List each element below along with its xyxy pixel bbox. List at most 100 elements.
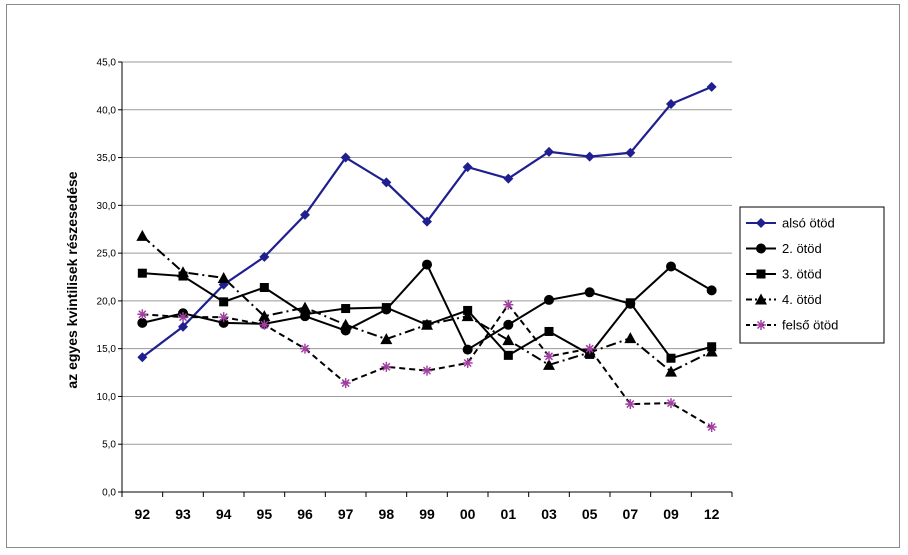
x-tick-label: 99 [419, 506, 435, 522]
x-tick-label: 92 [135, 506, 151, 522]
legend-item: 3. ötöd [746, 267, 822, 282]
star-stroke [707, 422, 716, 432]
data-point [422, 216, 432, 227]
data-point [137, 268, 147, 278]
data-point [259, 251, 270, 262]
legend-label: 3. ötöd [782, 267, 822, 282]
data-point [341, 304, 351, 314]
y-tick-label: 40,0 [97, 105, 117, 116]
data-point [381, 303, 391, 313]
data-point [624, 332, 637, 344]
star-stroke [422, 366, 432, 375]
data-point [544, 351, 554, 362]
data-point [666, 261, 676, 272]
data-point [300, 343, 310, 354]
gridlines [122, 61, 732, 445]
data-point [178, 321, 188, 332]
y-tick-label: 10,0 [97, 392, 117, 403]
x-tick-label: 05 [582, 506, 598, 522]
y-tick-label: 30,0 [97, 201, 117, 212]
data-point [503, 350, 513, 360]
data-point [503, 299, 514, 310]
star-stroke [544, 352, 554, 361]
legend-marker [756, 243, 766, 254]
series-4 [136, 229, 718, 377]
data-point [544, 326, 554, 336]
data-point [544, 146, 554, 157]
star-stroke [260, 320, 269, 329]
star-stroke [756, 320, 766, 330]
x-tick-label: 94 [216, 506, 232, 522]
legend-marker [756, 320, 766, 330]
legend-label: 2. ötöd [782, 241, 822, 256]
data-point [666, 398, 676, 409]
data-point [299, 301, 311, 313]
y-axis-label: az egyes kvintilisek részesedése [64, 171, 80, 388]
data-point [502, 334, 515, 346]
data-point [137, 352, 148, 363]
series-group [136, 81, 718, 433]
data-point [544, 294, 554, 305]
star-stroke [382, 362, 391, 371]
data-point [339, 318, 352, 330]
x-tick-label: 93 [175, 506, 191, 522]
data-point [137, 309, 148, 320]
legend-item: 2. ötöd [746, 241, 822, 256]
x-tick-label: 00 [460, 506, 476, 522]
data-point [300, 309, 310, 319]
data-point [584, 287, 595, 298]
legend: alsó ötöd 2. ötöd 3. ötöd 4. ötöd felső ötöd [739, 206, 885, 344]
data-point [625, 147, 636, 158]
data-point [503, 173, 514, 184]
data-point [462, 162, 473, 173]
data-point [543, 358, 555, 370]
x-tick-label: 03 [541, 506, 557, 522]
data-point [625, 399, 636, 410]
data-point [461, 310, 474, 322]
y-tick-label: 0,0 [102, 488, 116, 499]
y-tick-labels: 0,0 5,0 10,0 15,0 20,0 25,0 30,0 35,0 40,0 45,0 [97, 58, 117, 499]
data-point [706, 422, 717, 433]
y-tick-label: 20,0 [97, 296, 117, 307]
data-point [136, 229, 149, 241]
x-tick-label: 01 [501, 506, 517, 522]
legend-marker [755, 293, 767, 305]
star-stroke [585, 344, 594, 353]
data-point [381, 177, 392, 188]
data-point [178, 312, 188, 323]
data-point [340, 152, 351, 163]
x-tick-label: 09 [663, 506, 679, 522]
data-point [462, 358, 473, 368]
legend-item: felső ötöd [746, 318, 838, 333]
star-stroke [178, 313, 188, 322]
data-point [422, 259, 432, 270]
star-stroke [666, 399, 676, 408]
data-point [422, 365, 432, 376]
data-point [300, 209, 310, 220]
series-5 [137, 299, 717, 433]
x-tick-label: 96 [297, 506, 313, 522]
series-line [142, 303, 713, 428]
y-tick-label: 25,0 [97, 249, 117, 260]
data-point [340, 378, 351, 389]
data-point [666, 99, 676, 110]
data-point [219, 297, 229, 307]
series-line [142, 272, 712, 360]
data-point [258, 310, 271, 322]
data-point [380, 333, 393, 345]
axes [118, 61, 733, 497]
y-tick-label: 5,0 [102, 440, 116, 451]
data-point [259, 283, 269, 293]
x-tick-label: 12 [704, 506, 720, 522]
star-stroke [463, 358, 472, 368]
legend-item: 4. ötöd [746, 292, 822, 307]
legend-label: alsó ötöd [782, 216, 835, 231]
x-tick-label: 98 [379, 506, 395, 522]
data-point [584, 151, 595, 162]
data-point [217, 271, 230, 283]
star-stroke [138, 310, 147, 319]
legend-label: felső ötöd [782, 318, 838, 333]
data-point [259, 319, 270, 330]
y-tick-label: 15,0 [97, 344, 117, 355]
data-point [584, 343, 595, 354]
